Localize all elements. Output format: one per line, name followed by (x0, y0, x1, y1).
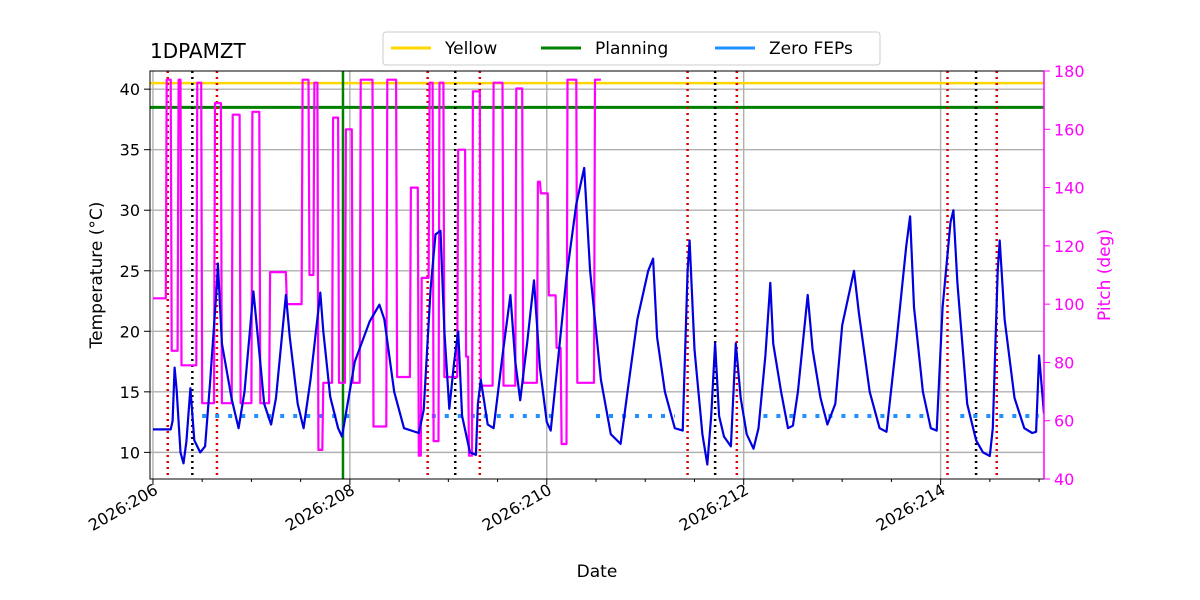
y2-tick-label: 80 (1054, 353, 1074, 372)
y2-tick-label: 160 (1054, 120, 1085, 139)
temperature-series-line (153, 166, 1044, 466)
y-axis-label: Temperature (°C) (87, 202, 107, 350)
y-tick-label: 25 (120, 262, 140, 281)
y-tick-label: 35 (120, 141, 140, 160)
legend-box (382, 31, 881, 66)
x-axis-label: Date (577, 562, 618, 582)
legend-label: Yellow (444, 39, 497, 59)
y2-axis-label: Pitch (deg) (1095, 229, 1115, 321)
legend-item: Planning (541, 39, 668, 59)
legend-item: Zero FEPs (715, 39, 853, 59)
y2-tick-label: 60 (1054, 412, 1074, 431)
legend-label: Zero FEPs (769, 39, 853, 59)
y2-tick-label: 100 (1054, 295, 1085, 314)
y-axis-temperature: 10 15 20 25 30 35 40 (120, 80, 150, 462)
chart-title: 1DPAMZT (150, 39, 247, 63)
y2-tick-label: 120 (1054, 237, 1085, 256)
legend-label: Planning (595, 39, 668, 59)
grid-lines (150, 71, 1044, 479)
y-tick-label: 40 (120, 80, 140, 99)
y2-tick-label: 40 (1054, 470, 1074, 489)
legend-item: Yellow (391, 39, 497, 59)
legend: Yellow Planning Zero FEPs (382, 31, 881, 66)
plot-content (150, 71, 1044, 479)
y-axis-pitch: 40 60 80 100 120 140 160 180 (1043, 62, 1085, 489)
y-tick-label: 20 (120, 322, 140, 341)
y-tick-label: 10 (120, 443, 140, 462)
pitch-series-line (153, 78, 601, 457)
y2-tick-label: 180 (1054, 62, 1085, 81)
y-tick-label: 15 (120, 383, 140, 402)
y-tick-label: 30 (120, 201, 140, 220)
y2-tick-label: 140 (1054, 179, 1085, 198)
